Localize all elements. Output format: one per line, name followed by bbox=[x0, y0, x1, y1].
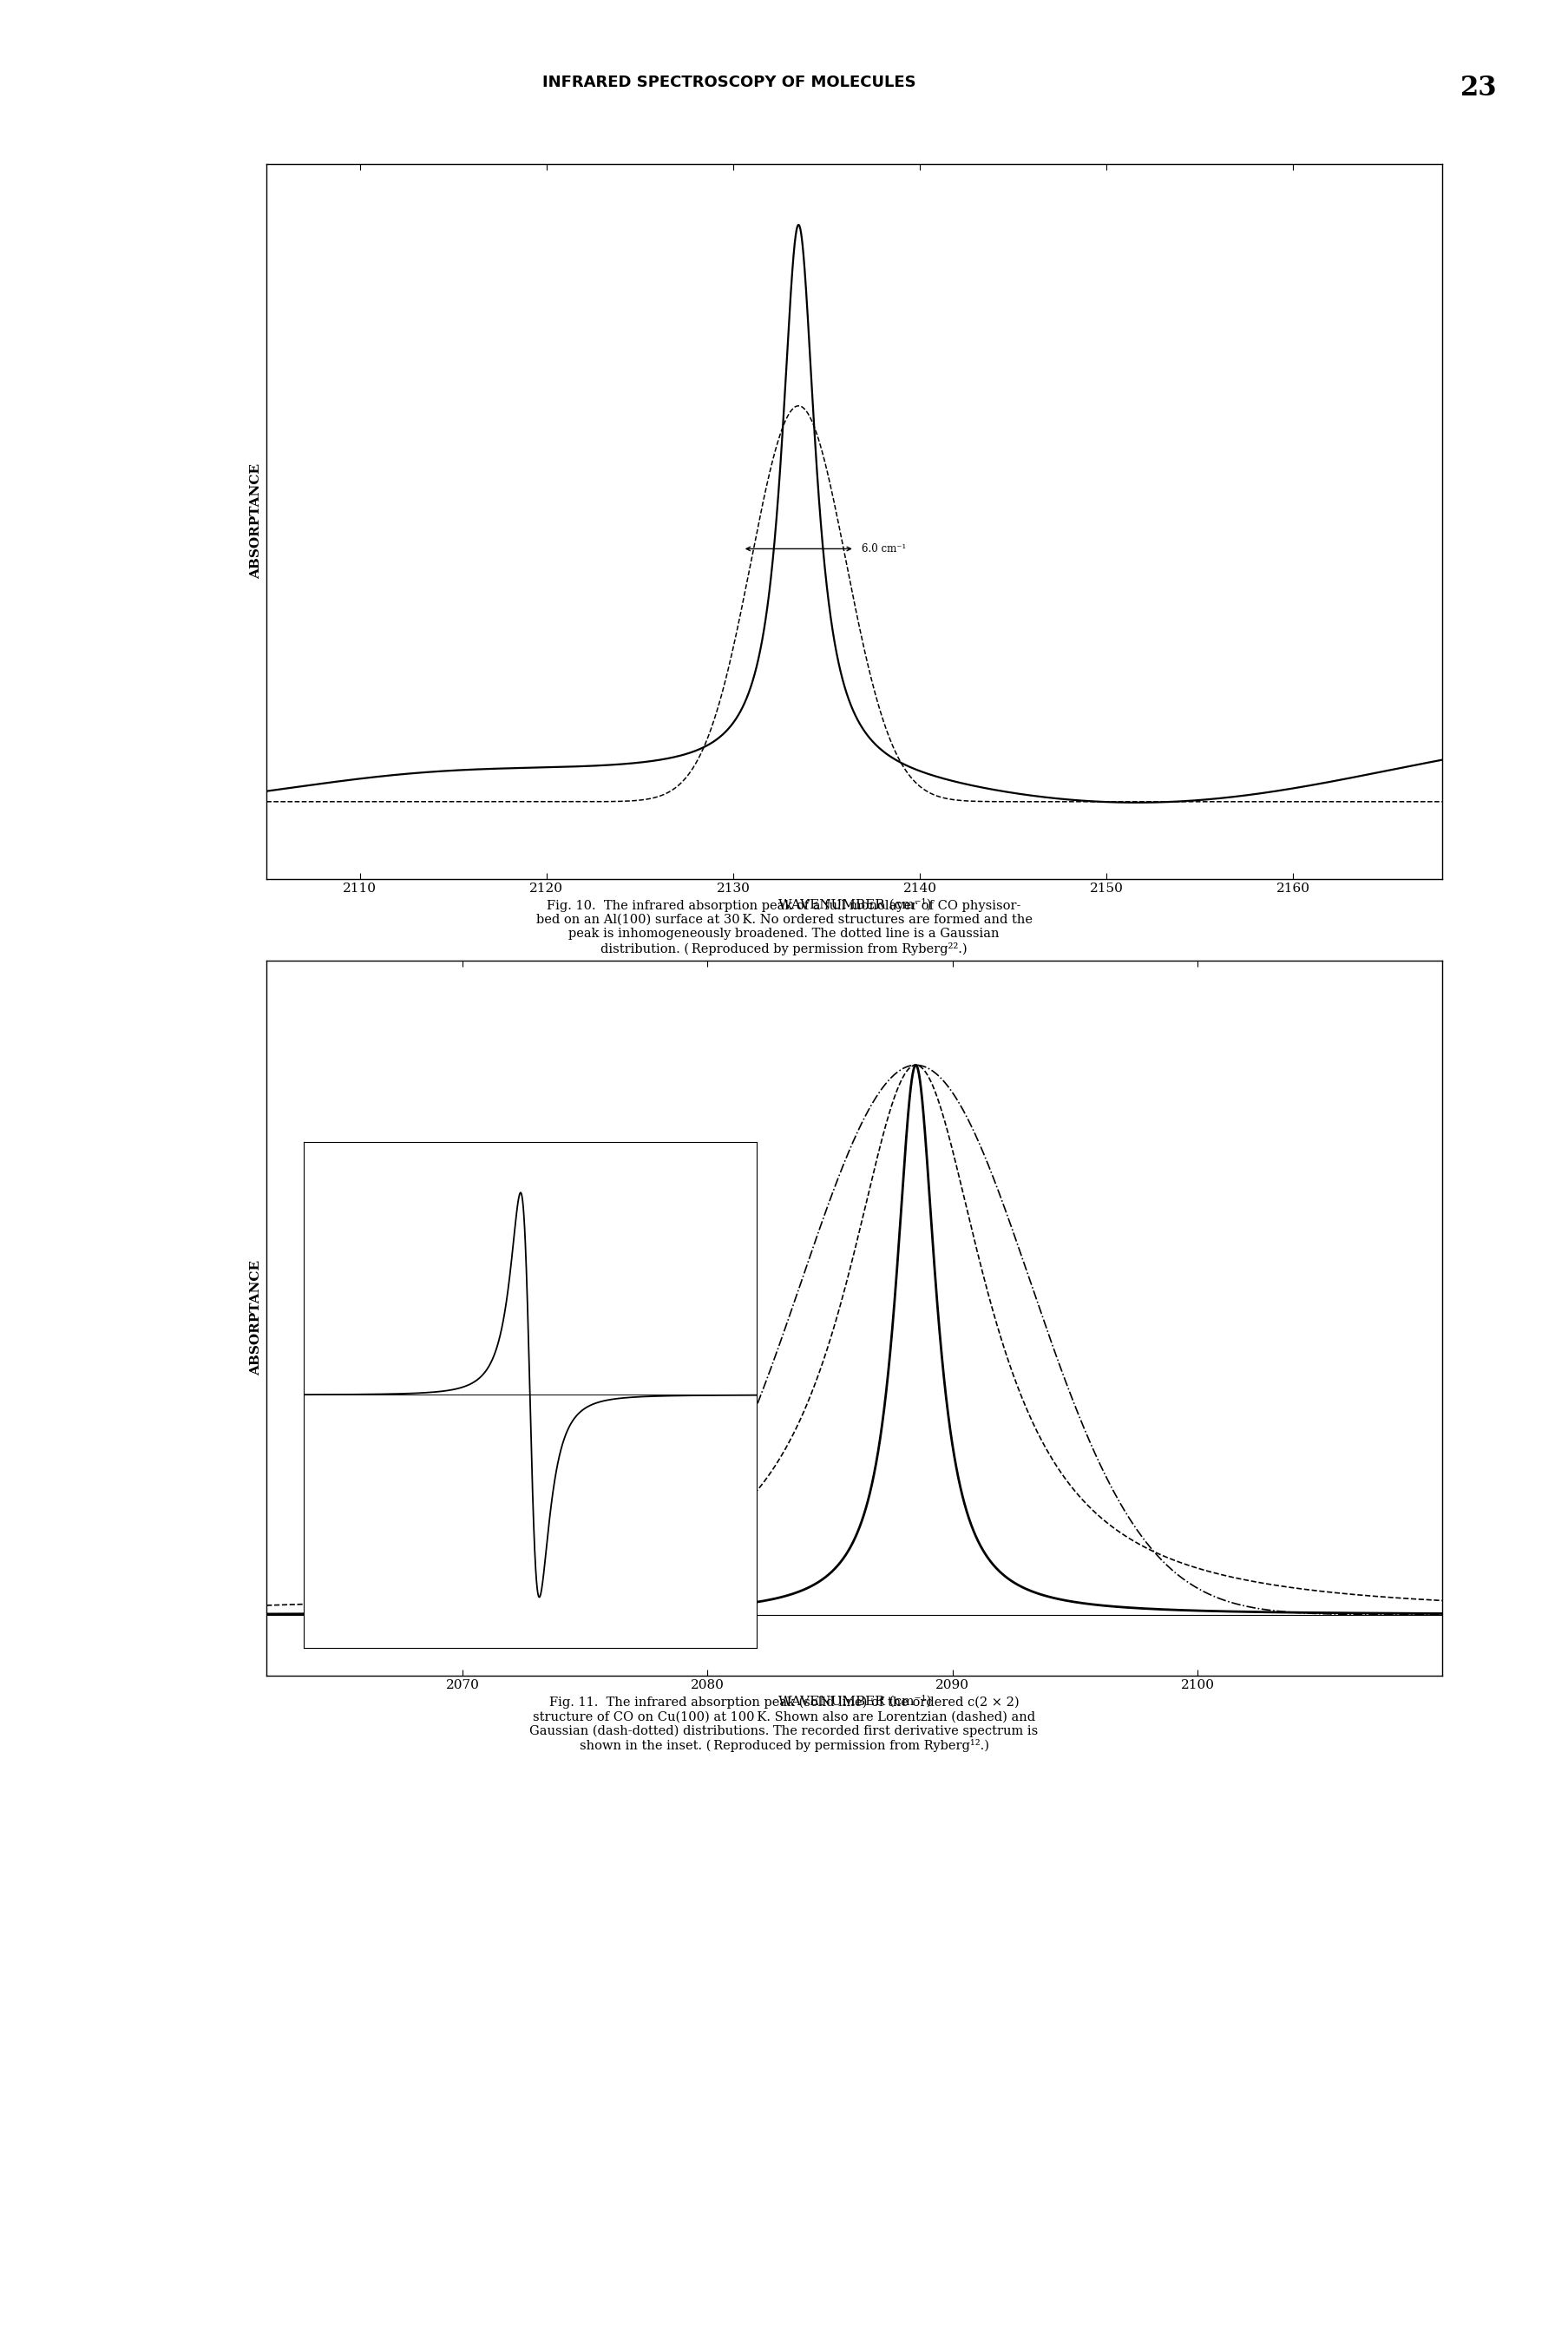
X-axis label: WAVENUMBER (cm⁻¹): WAVENUMBER (cm⁻¹) bbox=[778, 900, 931, 911]
Text: Fig. 11.  The infrared absorption peak (solid line) of the ordered c(2 × 2)
stru: Fig. 11. The infrared absorption peak (s… bbox=[530, 1696, 1038, 1753]
Y-axis label: ABSORPTANCE: ABSORPTANCE bbox=[249, 464, 262, 579]
Y-axis label: ABSORPTANCE: ABSORPTANCE bbox=[249, 1261, 262, 1375]
Text: 6.0 cm⁻¹: 6.0 cm⁻¹ bbox=[862, 544, 906, 555]
Text: Fig. 10.  The infrared absorption peak of a full monolayer of CO physisor-
bed o: Fig. 10. The infrared absorption peak of… bbox=[536, 900, 1032, 956]
Text: INFRARED SPECTROSCOPY OF MOLECULES: INFRARED SPECTROSCOPY OF MOLECULES bbox=[543, 75, 916, 91]
Text: 23: 23 bbox=[1460, 75, 1497, 101]
X-axis label: WAVENUMBER (cm⁻¹): WAVENUMBER (cm⁻¹) bbox=[778, 1696, 931, 1708]
